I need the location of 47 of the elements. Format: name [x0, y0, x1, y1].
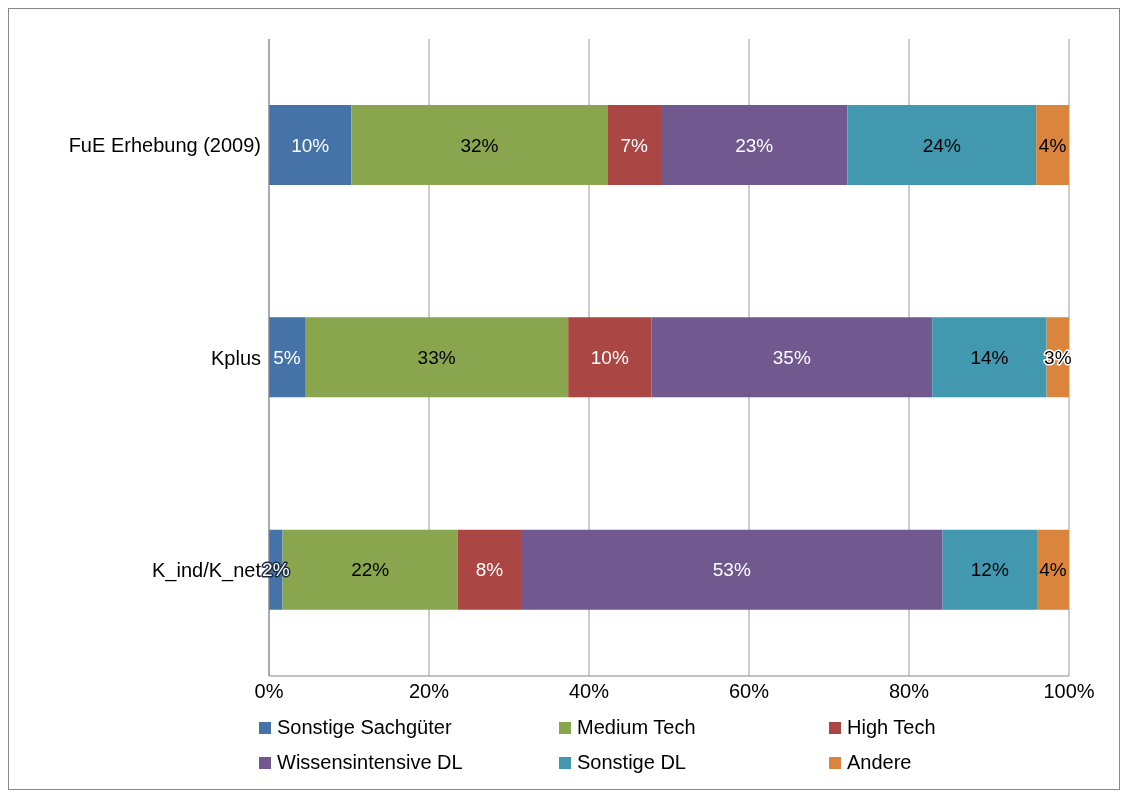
- x-tick-label: 100%: [1043, 680, 1095, 703]
- bar: [651, 317, 933, 398]
- data-label: 14%: [970, 346, 1009, 368]
- data-label: 4%: [1039, 559, 1067, 581]
- legend-label: Medium Tech: [577, 716, 696, 739]
- bar: [942, 529, 1037, 610]
- y-tick-label: Kplus: [210, 346, 261, 369]
- bar: [457, 529, 521, 610]
- y-tick-label: FuE Erhebung (2009): [68, 134, 261, 157]
- legend-label: High Tech: [847, 716, 936, 739]
- bar: [351, 105, 608, 185]
- y-tick-label: K_ind/K_net: [152, 558, 262, 582]
- bar: [847, 105, 1037, 185]
- legend-label: Sonstige DL: [577, 751, 686, 774]
- data-label: 7%: [620, 134, 649, 156]
- legend-label: Wissensintensive DL: [277, 751, 463, 774]
- data-label: 33%: [417, 346, 456, 368]
- bar: [1037, 529, 1069, 610]
- bar: [661, 105, 848, 185]
- data-label: 24%: [922, 134, 961, 156]
- x-tick-label: 40%: [568, 680, 610, 703]
- data-label: 22%: [351, 559, 390, 581]
- x-tick-label: 0%: [254, 680, 284, 703]
- data-label: 32%: [460, 134, 499, 156]
- x-tick-label: 60%: [728, 680, 770, 703]
- legend-label: Sonstige Sachgüter: [277, 716, 452, 739]
- data-label: 4%: [1038, 134, 1067, 156]
- data-label: 23%: [735, 134, 774, 156]
- bar: [1036, 105, 1069, 185]
- data-label: 2%: [262, 559, 290, 581]
- bar: [305, 317, 569, 398]
- bar: [568, 317, 652, 398]
- x-tick-label: 20%: [408, 680, 450, 703]
- data-label: 35%: [772, 346, 811, 368]
- bar: [607, 105, 661, 185]
- data-label: 10%: [590, 346, 629, 368]
- data-label: 8%: [475, 559, 504, 581]
- data-label: 5%: [273, 346, 301, 368]
- bar: [269, 317, 305, 398]
- bar: [269, 105, 352, 185]
- x-tick-label: 80%: [888, 680, 930, 703]
- data-label: 10%: [291, 134, 330, 156]
- data-label: 12%: [970, 559, 1009, 581]
- legend-label: Andere: [847, 751, 912, 774]
- data-label: 53%: [712, 559, 751, 581]
- bar: [521, 529, 943, 610]
- bar: [932, 317, 1047, 398]
